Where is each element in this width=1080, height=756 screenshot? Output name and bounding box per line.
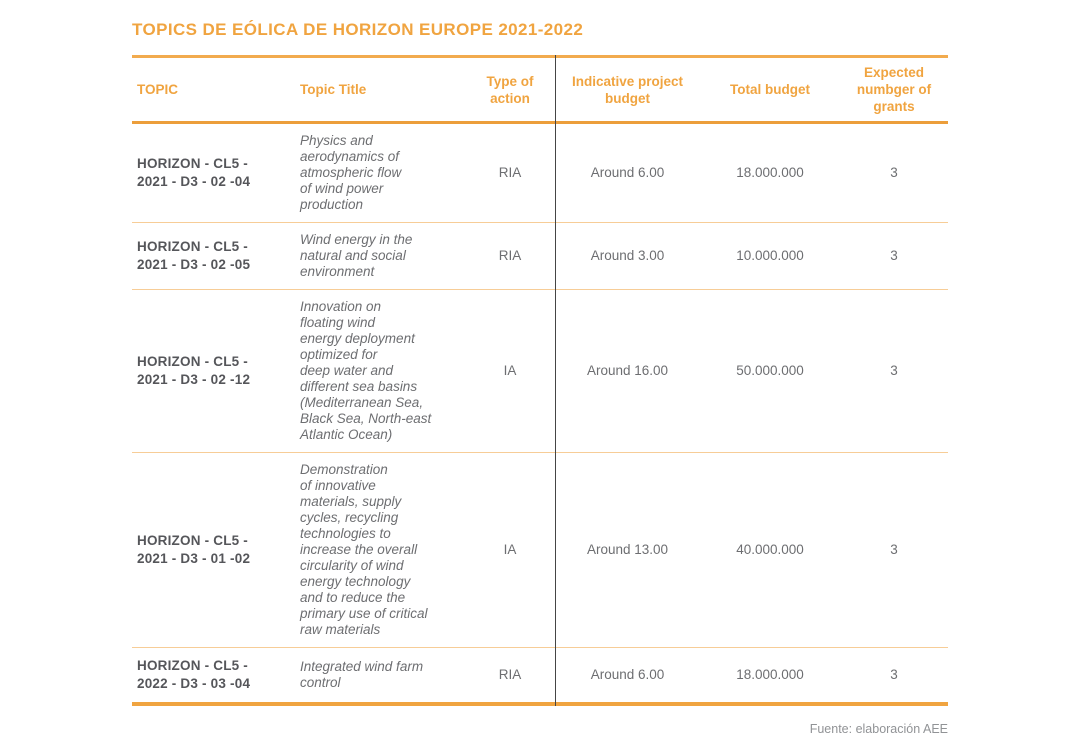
column-header-topic-title: Topic Title — [300, 82, 367, 97]
topic-code-cell: HORIZON - CL5 - 2022 - D3 - 03 -04 — [137, 658, 251, 691]
page-title: TOPICS DE EÓLICA DE HORIZON EUROPE 2021-… — [132, 20, 584, 39]
expected-grants-cell: 3 — [890, 248, 898, 263]
total-budget-cell: 18.000.000 — [736, 165, 804, 180]
topic-title-cell: Innovation on floating wind energy deplo… — [300, 299, 432, 442]
topic-code-cell: HORIZON - CL5 - 2021 - D3 - 02 -12 — [137, 354, 251, 387]
expected-grants-cell: 3 — [890, 363, 898, 378]
topic-title-cell: Physics and aerodynamics of atmospheric … — [300, 133, 402, 212]
type-of-action-cell: RIA — [498, 165, 522, 180]
table-row: HORIZON - CL5 - 2021 - D3 - 02 -05 Wind … — [132, 223, 948, 290]
topic-title-cell: Wind energy in the natural and social en… — [300, 232, 413, 279]
column-header-type-of-action: Type of action — [486, 73, 534, 106]
indicative-budget-cell: Around 3.00 — [590, 248, 665, 263]
topics-table: TOPIC Topic Title Type of action Indicat… — [132, 55, 948, 706]
topic-code-cell: HORIZON - CL5 - 2021 - D3 - 02 -05 — [137, 239, 251, 272]
indicative-budget-cell: Around 6.00 — [590, 165, 665, 180]
indicative-budget-cell: Around 16.00 — [586, 363, 669, 378]
topic-code-cell: HORIZON - CL5 - 2021 - D3 - 01 -02 — [137, 533, 251, 566]
type-of-action-cell: RIA — [498, 667, 522, 682]
expected-grants-cell: 3 — [890, 667, 898, 682]
table-row: HORIZON - CL5 - 2021 - D3 - 01 -02 Demon… — [132, 453, 948, 648]
column-header-expected-grants: Expected numbger of grants — [856, 65, 932, 114]
total-budget-cell: 50.000.000 — [736, 363, 804, 378]
total-budget-cell: 18.000.000 — [736, 667, 804, 682]
column-divider-line — [555, 55, 556, 706]
total-budget-cell: 40.000.000 — [736, 542, 804, 557]
type-of-action-cell: IA — [503, 542, 517, 557]
indicative-budget-cell: Around 13.00 — [586, 542, 669, 557]
expected-grants-cell: 3 — [890, 542, 898, 557]
column-header-topic: TOPIC — [137, 82, 179, 97]
table-row: HORIZON - CL5 - 2022 - D3 - 03 -04 Integ… — [132, 648, 948, 706]
total-budget-cell: 10.000.000 — [736, 248, 804, 263]
topic-code-cell: HORIZON - CL5 - 2021 - D3 - 02 -04 — [137, 156, 251, 189]
topic-title-cell: Demonstration of innovative materials, s… — [300, 462, 428, 637]
expected-grants-cell: 3 — [890, 165, 898, 180]
indicative-budget-cell: Around 6.00 — [590, 667, 665, 682]
table-row: HORIZON - CL5 - 2021 - D3 - 02 -12 Innov… — [132, 290, 948, 453]
source-note: Fuente: elaboración AEE — [809, 722, 948, 736]
type-of-action-cell: IA — [503, 363, 517, 378]
report-page: TOPICS DE EÓLICA DE HORIZON EUROPE 2021-… — [132, 0, 948, 736]
table-row: HORIZON - CL5 - 2021 - D3 - 02 -04 Physi… — [132, 124, 948, 223]
table-header-row: TOPIC Topic Title Type of action Indicat… — [132, 58, 948, 124]
column-header-total-budget: Total budget — [730, 82, 810, 97]
type-of-action-cell: RIA — [498, 248, 522, 263]
topic-title-cell: Integrated wind farm control — [300, 659, 424, 690]
column-header-indicative-budget: Indicative project budget — [571, 73, 684, 106]
